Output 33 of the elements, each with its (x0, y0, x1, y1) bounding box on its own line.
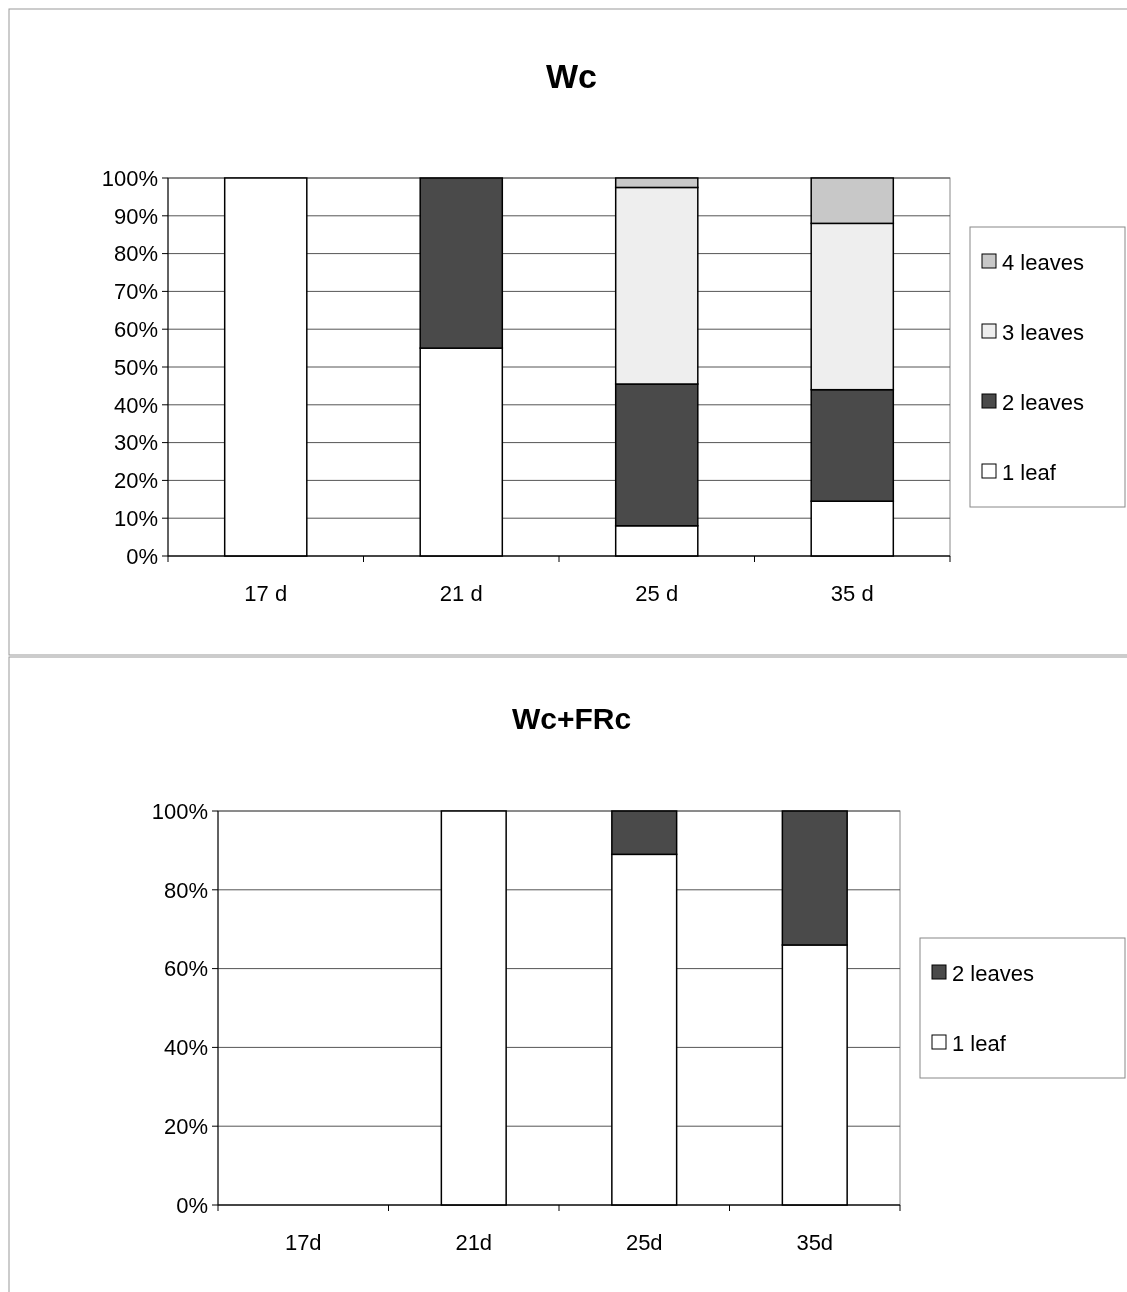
y-tick-label: 80% (163, 877, 208, 903)
x-tick-label: 17d (284, 1230, 322, 1255)
y-tick-label: 0% (126, 543, 158, 569)
x-tick-label: 21d (455, 1230, 493, 1255)
legend-label: 2 leaves (952, 960, 1034, 986)
y-tick-label: 0% (176, 1192, 208, 1218)
y-tick-label: 90% (113, 203, 158, 229)
y-tick-label: 70% (113, 279, 158, 305)
y-tick-label: 60% (163, 956, 208, 982)
y-tick-label: 40% (163, 1035, 208, 1061)
chart-title: Wc (546, 57, 597, 95)
y-tick-label: 10% (113, 505, 158, 531)
y-tick-label: 40% (113, 392, 158, 418)
legend-label: 1 leaf (1002, 459, 1057, 485)
x-tick-label: 21 d (439, 581, 483, 606)
y-tick-label: 30% (113, 430, 158, 456)
y-tick-label: 20% (163, 1113, 208, 1139)
y-tick-label: 100% (101, 165, 158, 191)
x-tick-label: 25 d (635, 581, 679, 606)
x-tick-label: 35d (796, 1230, 834, 1255)
y-tick-label: 80% (113, 241, 158, 267)
y-tick-label: 50% (113, 354, 158, 380)
x-tick-label: 25d (625, 1230, 663, 1255)
y-tick-label: 100% (151, 798, 208, 824)
x-tick-label: 35 d (830, 581, 874, 606)
legend-label: 4 leaves (1002, 249, 1084, 275)
x-tick-label: 17 d (244, 581, 288, 606)
legend-label: 1 leaf (952, 1030, 1007, 1056)
legend-label: 2 leaves (1002, 389, 1084, 415)
chart-title: Wc+FRc (511, 701, 632, 735)
legend-label: 3 leaves (1002, 319, 1084, 345)
y-tick-label: 60% (113, 316, 158, 342)
y-tick-label: 20% (113, 468, 158, 494)
